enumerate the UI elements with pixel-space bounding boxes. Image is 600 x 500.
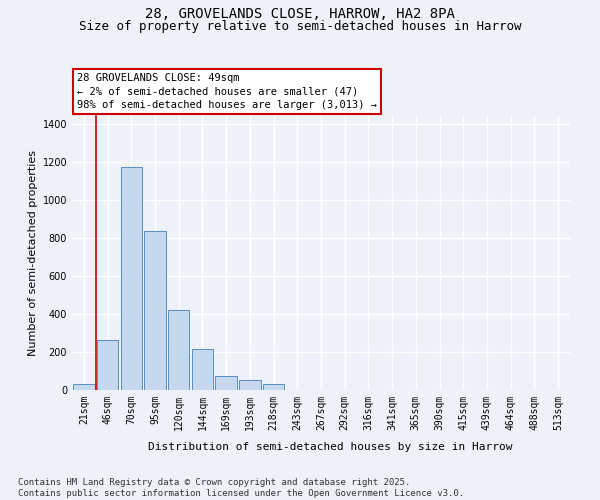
Bar: [263, 384, 284, 390]
Bar: [145, 230, 166, 390]
Bar: [121, 167, 142, 390]
Y-axis label: Number of semi-detached properties: Number of semi-detached properties: [28, 150, 38, 356]
Bar: [239, 380, 260, 390]
Bar: [168, 310, 190, 390]
Bar: [192, 349, 213, 390]
Text: 28, GROVELANDS CLOSE, HARROW, HA2 8PA: 28, GROVELANDS CLOSE, HARROW, HA2 8PA: [145, 8, 455, 22]
Text: Contains HM Land Registry data © Crown copyright and database right 2025.
Contai: Contains HM Land Registry data © Crown c…: [18, 478, 464, 498]
Bar: [97, 340, 118, 390]
Bar: [73, 384, 95, 390]
Text: Distribution of semi-detached houses by size in Harrow: Distribution of semi-detached houses by …: [148, 442, 512, 452]
Text: 28 GROVELANDS CLOSE: 49sqm
← 2% of semi-detached houses are smaller (47)
98% of : 28 GROVELANDS CLOSE: 49sqm ← 2% of semi-…: [77, 73, 377, 110]
Bar: [215, 376, 237, 390]
Text: Size of property relative to semi-detached houses in Harrow: Size of property relative to semi-detach…: [79, 20, 521, 33]
